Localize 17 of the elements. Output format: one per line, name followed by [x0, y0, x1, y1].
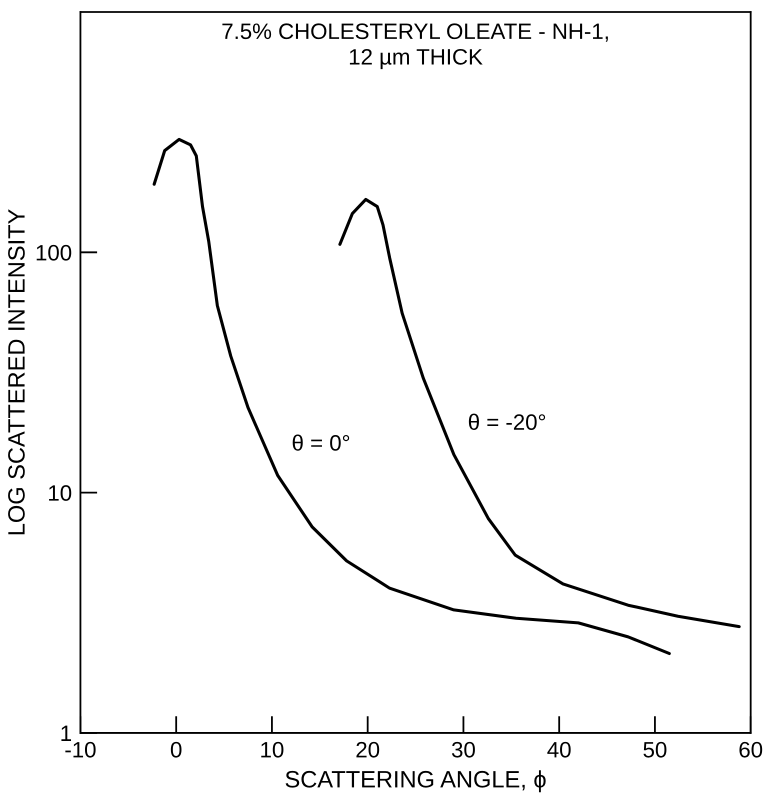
- series-label: θ = -20°: [468, 414, 546, 430]
- x-tick-label: 50: [643, 742, 666, 758]
- x-tick-label: 20: [356, 742, 380, 758]
- x-tick-label: 40: [547, 742, 571, 758]
- x-tick-label: 30: [452, 742, 475, 758]
- text: 7.5% CHOLESTERYL OLEATE - NH-1, 12 µm THICK: [222, 23, 608, 70]
- series-label: θ = 0°: [292, 434, 350, 451]
- y-tick-label: 1: [61, 726, 72, 741]
- x-tick-label: -10: [65, 742, 96, 758]
- x-tick-label: 60: [739, 742, 762, 758]
- x-tick-label: 10: [261, 742, 284, 758]
- x-tick-label: 0: [170, 742, 182, 758]
- line-series: [152, 138, 671, 656]
- x-axis-title: SCATTERING ANGLE, ϕ: [286, 770, 546, 792]
- y-tick-label: 100: [36, 244, 72, 261]
- y-tick-label: 10: [49, 485, 72, 501]
- y-axis-title: LOG SCATTERED INTENSITY: [8, 209, 25, 534]
